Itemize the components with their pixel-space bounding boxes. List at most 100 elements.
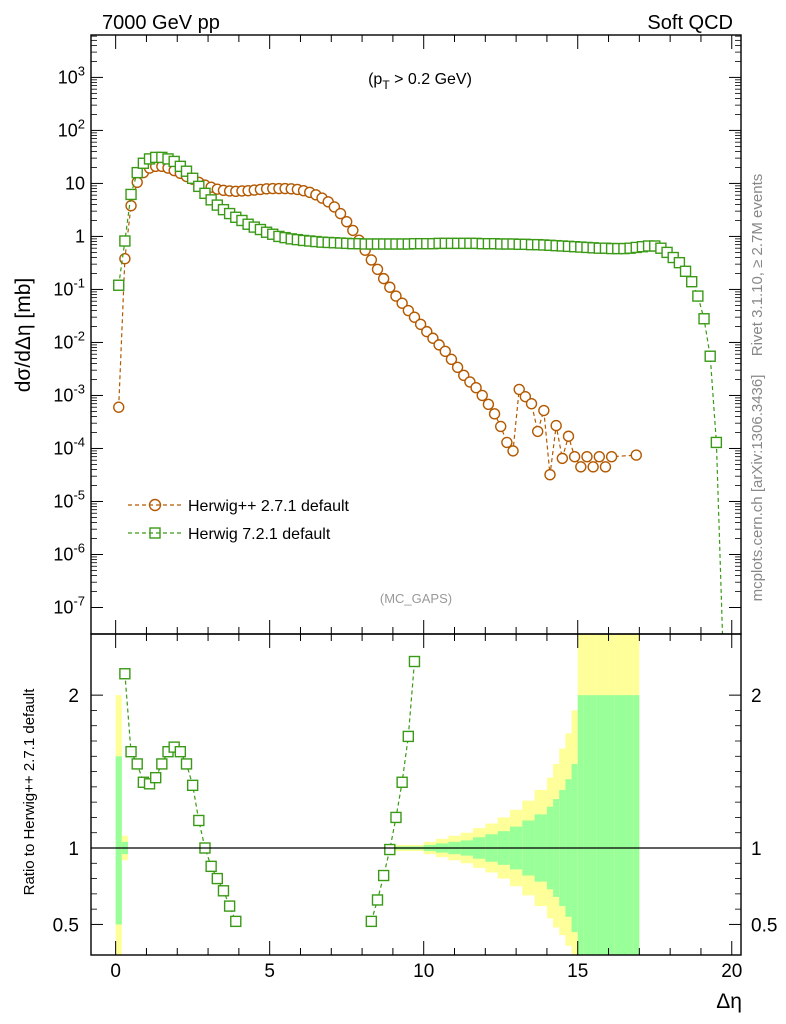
- data-point: [599, 461, 612, 473]
- data-point: [550, 419, 562, 432]
- data-point: [476, 389, 488, 402]
- data-point: [384, 281, 396, 293]
- ratio-ytick-label-right: 0.5: [751, 915, 777, 936]
- data-point: [186, 172, 199, 184]
- data-point: [593, 450, 605, 463]
- ratio-ytick-label: 1: [68, 839, 79, 860]
- ratio-point: [377, 869, 390, 882]
- main-ylabel: dσ/dΔη [mb]: [12, 278, 35, 393]
- data-point: [365, 254, 378, 266]
- band-green: [633, 695, 640, 955]
- ratio-ytick-label-right: 1: [751, 839, 762, 860]
- watermark: (MC_GAPS): [380, 591, 452, 606]
- ytick-label: 1: [75, 226, 85, 246]
- band-green: [583, 695, 591, 955]
- ratio-point: [223, 900, 236, 912]
- band-green: [115, 756, 122, 925]
- data-point: [531, 425, 544, 438]
- ratio-point: [193, 814, 205, 827]
- data-point: [673, 256, 686, 269]
- data-point: [125, 199, 137, 212]
- legend-marker-herwig7: [149, 527, 161, 539]
- data-point: [581, 450, 593, 463]
- data-point: [710, 436, 723, 449]
- ytick-label: 10-4: [53, 434, 85, 458]
- data-point: [698, 313, 710, 325]
- data-point: [587, 461, 599, 473]
- ratio-point: [390, 811, 402, 824]
- data-point: [519, 390, 532, 403]
- data-point: [180, 165, 193, 177]
- data-point: [513, 383, 525, 396]
- xtick-label: 10: [413, 961, 434, 982]
- band-green: [577, 695, 584, 955]
- data-point: [347, 224, 359, 237]
- data-point: [556, 452, 569, 465]
- ratio-point: [365, 915, 378, 928]
- ratio-ylabel: Ratio to Herwig++ 2.7.1 default: [21, 688, 38, 896]
- ratio-point: [186, 779, 199, 792]
- data-point: [482, 398, 495, 411]
- data-point: [538, 404, 550, 417]
- data-point: [396, 297, 408, 309]
- data-point: [686, 275, 698, 288]
- data-point: [131, 166, 143, 179]
- ratio-point: [371, 894, 384, 906]
- legend-label-herwigpp: Herwig++ 2.7.1 default: [188, 498, 350, 515]
- data-point: [568, 450, 581, 463]
- ratio-series-layer: [119, 655, 421, 928]
- band-green: [590, 695, 597, 955]
- ratio-point: [396, 776, 408, 788]
- data-point: [488, 408, 501, 420]
- ratio-point: [125, 746, 137, 758]
- band-green: [608, 695, 615, 955]
- data-point: [390, 290, 402, 302]
- ratio-ytick-label-right: 2: [751, 686, 762, 707]
- data-point: [451, 361, 464, 373]
- data-point: [414, 318, 427, 330]
- data-point: [340, 215, 353, 228]
- ratio-point: [205, 860, 217, 873]
- band-green: [614, 695, 634, 955]
- data-point: [495, 420, 507, 433]
- rivet-label: Rivet 3.1.10, ≥ 2.7M events: [749, 174, 766, 357]
- ytick-label: 10-1: [53, 275, 85, 299]
- data-point: [334, 207, 347, 220]
- ratio-point: [180, 758, 193, 770]
- main-series-layer: [113, 151, 724, 635]
- xtick-label: 0: [110, 961, 121, 982]
- legend-label-herwig7: Herwig 7.2.1 default: [188, 526, 331, 543]
- xtick-label: 20: [721, 961, 742, 982]
- ratio-point: [211, 872, 224, 885]
- ytick-label: 10-5: [53, 487, 85, 511]
- data-point: [193, 180, 205, 193]
- pt-annotation: (pT > 0.2 GeV): [368, 71, 472, 92]
- data-point: [704, 350, 716, 362]
- data-point: [119, 235, 131, 247]
- data-point: [113, 401, 125, 413]
- header-left: 7000 GeV pp: [102, 12, 220, 34]
- mcplots-label: mcplots.cern.ch [arXiv:1306.3436]: [749, 375, 766, 602]
- ytick-label: 10-7: [53, 593, 85, 617]
- ratio-point: [230, 915, 242, 928]
- ratio-frame: [90, 633, 742, 956]
- ytick-label: 10-3: [53, 381, 85, 405]
- ratio-point: [408, 655, 421, 668]
- data-point: [371, 263, 384, 275]
- header-right: Soft QCD: [647, 12, 733, 34]
- data-point: [125, 188, 137, 201]
- ratio-point: [384, 843, 396, 856]
- data-point: [439, 345, 451, 358]
- data-point: [470, 382, 482, 394]
- legend: Herwig++ 2.7.1 default Herwig 7.2.1 defa…: [128, 498, 350, 543]
- data-point: [575, 461, 587, 473]
- data-point: [630, 449, 642, 461]
- band-green: [596, 695, 609, 955]
- data-point: [377, 272, 390, 285]
- ratio-point: [174, 746, 187, 758]
- xtick-label: 5: [264, 961, 275, 982]
- ratio-point: [131, 758, 143, 770]
- ratio-point: [156, 758, 168, 770]
- ratio-ytick-label: 2: [68, 686, 79, 707]
